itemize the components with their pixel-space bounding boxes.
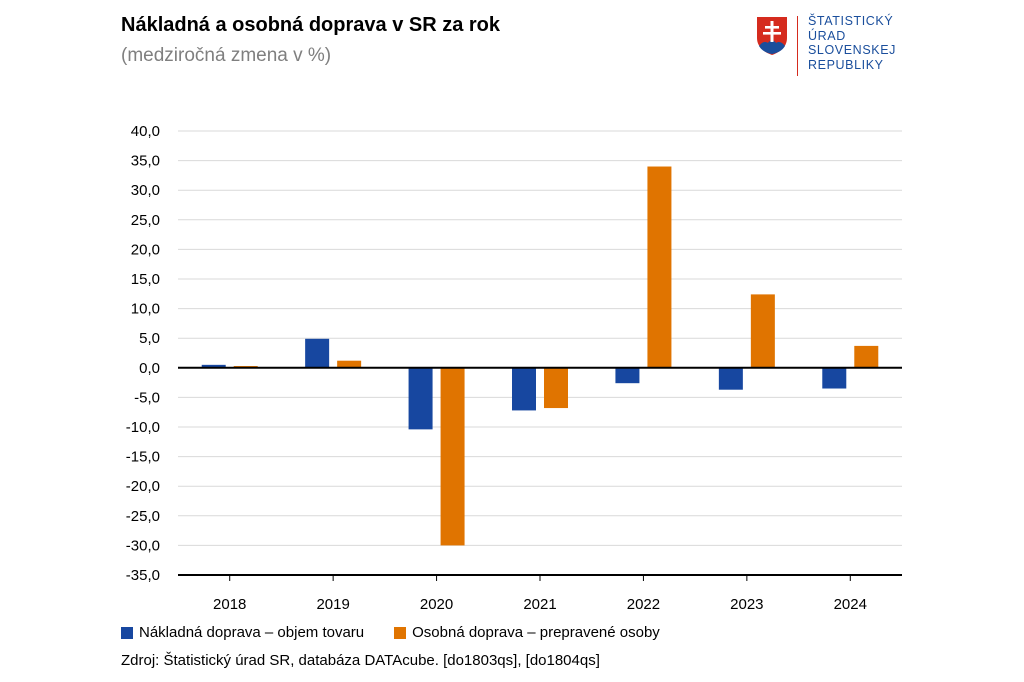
y-tick-label: -10,0 bbox=[126, 419, 160, 436]
bar-freight-2023[interactable] bbox=[718, 367, 743, 390]
x-tick-label: 2022 bbox=[627, 596, 660, 613]
legend-item-freight[interactable]: Nákladná doprava – objem tovaru bbox=[121, 624, 364, 641]
bar-chart: -35,0 -30,0 -25,0 -20,0 -15,0 -10,0 -5,0 0,0 5,0… bbox=[126, 123, 902, 613]
x-tick-label: 2020 bbox=[420, 596, 453, 613]
y-tick-label: -25,0 bbox=[126, 508, 160, 525]
grid-lines bbox=[178, 130, 902, 576]
bar-passenger-2023[interactable] bbox=[750, 294, 775, 368]
y-tick-label: -20,0 bbox=[126, 478, 160, 495]
y-tick-label: 5,0 bbox=[139, 330, 160, 347]
y-tick-label: 35,0 bbox=[131, 153, 160, 170]
bar-passenger-2024[interactable] bbox=[854, 345, 879, 368]
bar-freight-2018[interactable] bbox=[201, 364, 226, 368]
legend-label-passenger: Osobná doprava – prepravené osoby bbox=[412, 624, 660, 641]
x-axis-labels: 2018 2019 2020 2021 2022 2023 2024 bbox=[213, 596, 867, 613]
x-tick-label: 2021 bbox=[523, 596, 556, 613]
y-tick-label: 25,0 bbox=[131, 212, 160, 229]
bars bbox=[201, 166, 879, 546]
logo-line-2: ÚRAD bbox=[808, 28, 846, 43]
axes bbox=[178, 366, 902, 581]
logo-line-3: SLOVENSKEJ bbox=[808, 43, 896, 57]
bar-passenger-2019[interactable] bbox=[337, 360, 362, 368]
y-tick-label: -15,0 bbox=[126, 449, 160, 466]
susr-logo[interactable]: ŠTATISTICKÝ ÚRAD SLOVENSKEJ REPUBLIKY bbox=[756, 14, 906, 78]
y-axis-labels: -35,0 -30,0 -25,0 -20,0 -15,0 -10,0 -5,0 0,0 5,0… bbox=[126, 123, 160, 584]
chart-subtitle: (medziročná zmena v %) bbox=[121, 45, 332, 66]
legend: Nákladná doprava – objem tovaru Osobná d… bbox=[121, 624, 690, 641]
chart-title: Nákladná a osobná doprava v SR za rok bbox=[121, 14, 501, 36]
legend-swatch-freight bbox=[121, 626, 133, 639]
logo-line-1: ŠTATISTICKÝ bbox=[808, 14, 894, 28]
y-tick-label: 20,0 bbox=[131, 241, 160, 258]
logo-divider bbox=[797, 16, 798, 76]
bar-passenger-2021[interactable] bbox=[544, 367, 568, 409]
logo-text: ŠTATISTICKÝ ÚRAD SLOVENSKEJ REPUBLIKY bbox=[808, 14, 896, 72]
legend-label-freight: Nákladná doprava – objem tovaru bbox=[139, 624, 365, 641]
bar-freight-2021[interactable] bbox=[512, 367, 536, 411]
y-tick-label: 40,0 bbox=[131, 123, 160, 140]
bar-passenger-2020[interactable] bbox=[440, 367, 465, 546]
bar-passenger-2022[interactable] bbox=[647, 166, 672, 368]
source-note: Zdroj: Štatistický úrad SR, databáza DAT… bbox=[121, 652, 600, 669]
y-tick-label: -30,0 bbox=[126, 537, 160, 554]
legend-item-passenger[interactable]: Osobná doprava – prepravené osoby bbox=[394, 624, 660, 641]
y-tick-label: 15,0 bbox=[131, 271, 160, 288]
x-tick-label: 2024 bbox=[834, 596, 867, 613]
logo-line-4: REPUBLIKY bbox=[808, 57, 884, 72]
y-tick-label: -5,0 bbox=[134, 389, 160, 406]
y-tick-label: 30,0 bbox=[131, 182, 160, 199]
x-tick-label: 2018 bbox=[213, 596, 246, 613]
y-tick-label: -35,0 bbox=[126, 567, 160, 584]
x-tick-label: 2019 bbox=[316, 596, 349, 613]
bar-freight-2020[interactable] bbox=[408, 367, 433, 430]
slovak-coat-of-arms-icon bbox=[757, 17, 787, 55]
legend-swatch-passenger bbox=[394, 626, 407, 639]
x-tick-label: 2023 bbox=[730, 596, 763, 613]
y-tick-label: 10,0 bbox=[131, 301, 160, 318]
y-tick-label: 0,0 bbox=[139, 360, 160, 377]
bar-freight-2024[interactable] bbox=[822, 367, 847, 389]
bar-freight-2022[interactable] bbox=[615, 367, 640, 384]
bar-freight-2019[interactable] bbox=[305, 338, 330, 368]
